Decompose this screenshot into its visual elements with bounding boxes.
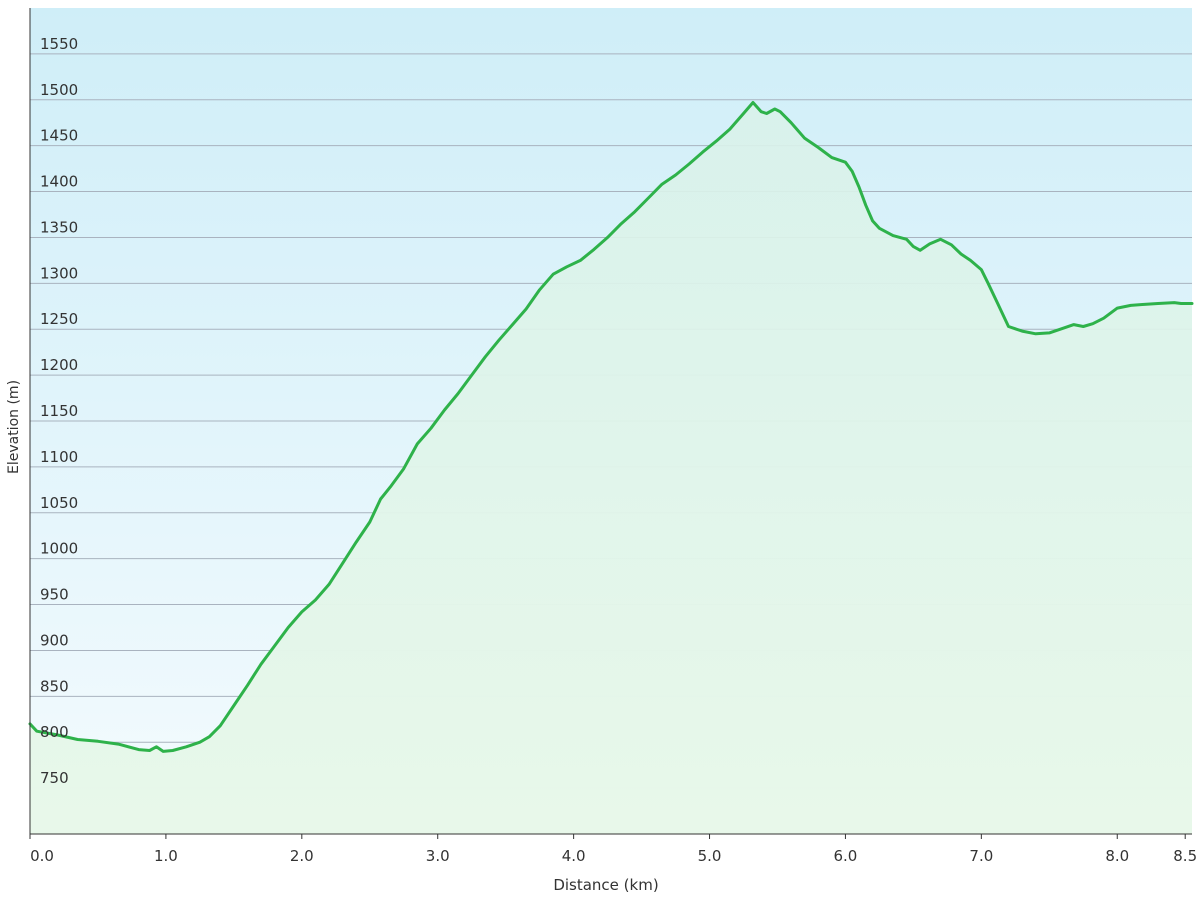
elevation-area-fill <box>30 102 1192 834</box>
y-tick-label-850: 850 <box>40 677 69 695</box>
y-tick-label-1350: 1350 <box>40 218 78 236</box>
x-tick-label-8.5: 8.5 <box>1173 847 1197 865</box>
x-tick-label-4.0: 4.0 <box>562 847 586 865</box>
elevation-line <box>28 101 1194 753</box>
y-tick-label-1550: 1550 <box>40 35 78 53</box>
y-tick-label-1450: 1450 <box>40 127 78 145</box>
x-tick-label-7.0: 7.0 <box>969 847 993 865</box>
axes <box>29 8 1192 839</box>
y-tick-label-1100: 1100 <box>40 448 78 466</box>
y-tick-label-750: 750 <box>40 769 69 787</box>
x-tick-label-5.0: 5.0 <box>698 847 722 865</box>
x-tick-labels: 0.0 1.0 2.0 3.0 4.0 5.0 6.0 7.0 8.0 8.5 <box>30 847 1197 865</box>
y-tick-labels: 750 800 850 900 950 1000 1050 1100 1150 1200 1250 1… <box>40 35 78 787</box>
x-tick-label-0.0: 0.0 <box>30 847 54 865</box>
y-tick-label-900: 900 <box>40 631 69 649</box>
y-axis-label: Elevation (m) <box>6 380 22 474</box>
x-tick-label-6.0: 6.0 <box>834 847 858 865</box>
y-tick-label-1400: 1400 <box>40 173 78 191</box>
y-tick-label-1300: 1300 <box>40 264 78 282</box>
x-tick-label-1.0: 1.0 <box>154 847 178 865</box>
x-tick-label-3.0: 3.0 <box>426 847 450 865</box>
y-tick-label-950: 950 <box>40 586 69 604</box>
y-tick-label-1050: 1050 <box>40 494 78 512</box>
y-tick-label-1150: 1150 <box>40 402 78 420</box>
y-tick-label-1000: 1000 <box>40 540 78 558</box>
y-tick-label-800: 800 <box>40 723 69 741</box>
y-tick-label-1200: 1200 <box>40 356 78 374</box>
y-tick-label-1250: 1250 <box>40 310 78 328</box>
y-tick-label-1500: 1500 <box>40 81 78 99</box>
x-axis-label: Distance (km) <box>553 876 658 894</box>
x-tick-label-8.0: 8.0 <box>1105 847 1129 865</box>
x-tick-label-2.0: 2.0 <box>290 847 314 865</box>
